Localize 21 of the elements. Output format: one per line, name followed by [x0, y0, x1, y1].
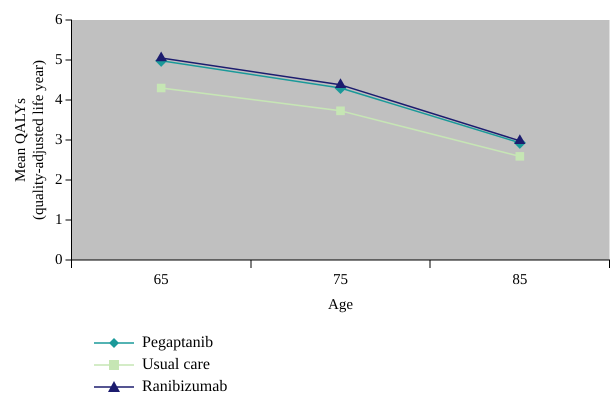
point — [336, 106, 345, 116]
x-tick-label: 65 — [154, 272, 169, 288]
y-tick-label: 2 — [55, 172, 62, 188]
y-tick-label: 4 — [55, 92, 63, 108]
y-axis-title: Mean QALYs (quality-adjusted life year) — [12, 60, 47, 220]
point — [156, 84, 166, 92]
x-tick-label: 85 — [512, 272, 528, 288]
point — [335, 79, 346, 88]
x-tick-label: 75 — [333, 272, 348, 288]
legend-label: Usual care — [142, 356, 210, 374]
point — [514, 135, 525, 144]
y-tick-label: 3 — [55, 132, 62, 148]
legend-label: Ranibizumab — [142, 378, 228, 396]
y-tick-label: 6 — [55, 12, 63, 28]
legend-label: Pegaptanib — [142, 334, 214, 352]
y-tick-label: 0 — [55, 252, 62, 268]
x-axis-title: Age — [328, 296, 354, 313]
point — [516, 152, 524, 161]
point — [156, 52, 166, 62]
y-tick-label: 1 — [55, 212, 62, 228]
y-tick-label: 5 — [55, 52, 62, 68]
